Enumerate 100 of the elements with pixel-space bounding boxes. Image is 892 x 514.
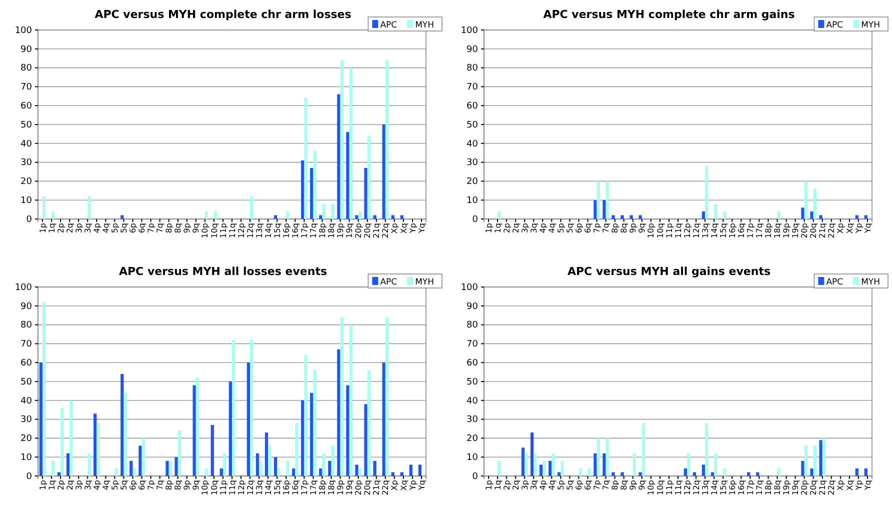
bar <box>524 453 528 476</box>
bar <box>714 204 718 219</box>
x-tick-label: 3p <box>74 480 84 490</box>
bar <box>521 448 525 476</box>
x-tick-label: 5q <box>566 223 575 234</box>
bar <box>391 472 394 476</box>
legend-label: MYH <box>415 20 434 30</box>
bar <box>855 215 858 219</box>
bar <box>204 468 208 476</box>
bar <box>367 136 371 219</box>
x-tick-label: 19p <box>336 223 346 238</box>
x-tick-label: 9p <box>182 223 192 234</box>
bar <box>382 362 386 476</box>
bar <box>638 215 642 219</box>
x-tick-label: 1q <box>47 480 56 490</box>
bar <box>268 446 272 476</box>
y-tick-label: 40 <box>466 396 478 406</box>
x-tick-label: 17p <box>746 480 755 496</box>
x-tick-label: 6p <box>574 223 584 234</box>
bar <box>274 215 278 219</box>
y-tick-label: 30 <box>20 158 32 168</box>
y-tick-label: 20 <box>466 177 478 188</box>
y-tick-label: 40 <box>466 139 478 150</box>
bar <box>684 468 688 476</box>
x-tick-label: 12p <box>682 223 692 238</box>
x-tick-label: 16q <box>736 223 746 238</box>
bar <box>714 453 718 476</box>
bar <box>364 404 368 476</box>
bar <box>250 196 254 219</box>
bar <box>594 200 597 219</box>
bar <box>66 453 70 476</box>
x-tick-label: 11p <box>664 223 674 238</box>
x-tick-label: 5q <box>566 480 575 490</box>
y-tick-label: 40 <box>20 139 32 150</box>
bar <box>777 468 780 476</box>
x-tick-label: 3p <box>74 223 84 234</box>
bar <box>346 132 350 219</box>
bar <box>602 200 606 219</box>
x-tick-label: 9q <box>192 480 201 490</box>
bar <box>349 324 352 476</box>
bar <box>804 446 808 476</box>
x-tick-label: 22q <box>827 223 836 238</box>
y-tick-label: 50 <box>466 377 478 388</box>
x-tick-label: 15q <box>272 480 282 496</box>
x-tick-label: Yp <box>408 480 418 491</box>
x-tick-label: 8p <box>164 480 174 490</box>
x-tick-label: 16q <box>736 480 746 496</box>
bar <box>642 423 646 476</box>
y-tick-label: 90 <box>466 302 478 312</box>
x-tick-label: 8p <box>610 223 620 234</box>
x-tick-label: 21q <box>818 480 828 496</box>
x-tick-label: 8q <box>174 223 183 234</box>
bar <box>130 460 133 476</box>
y-tick-label: 50 <box>466 120 478 130</box>
bar <box>560 460 564 476</box>
x-tick-label: 9q <box>638 223 647 234</box>
x-tick-label: 7q <box>156 223 165 234</box>
y-tick-label: 50 <box>20 377 32 388</box>
x-tick-label: 20q <box>809 223 818 238</box>
x-tick-label: 3q <box>529 480 538 490</box>
x-tick-label: 2p <box>56 223 66 234</box>
x-tick-label: 5q <box>120 223 129 234</box>
y-tick-label: 40 <box>20 396 32 406</box>
x-tick-label: 14q <box>264 480 273 496</box>
x-tick-label: 5p <box>110 480 120 490</box>
bar <box>328 460 332 476</box>
bar <box>723 468 726 476</box>
x-tick-label: 13q <box>700 223 710 238</box>
bar <box>192 385 196 476</box>
bar <box>687 453 690 476</box>
x-tick-label: 5p <box>110 223 120 234</box>
x-tick-label: 4p <box>92 480 102 490</box>
y-tick-label: 80 <box>466 64 478 74</box>
x-tick-label: 2p <box>56 480 66 490</box>
x-tick-label: 7q <box>602 480 611 490</box>
y-tick-label: 80 <box>466 320 478 331</box>
x-tick-label: 1p <box>38 480 48 490</box>
x-tick-label: 19p <box>782 480 792 496</box>
x-tick-label: Xq <box>845 480 854 491</box>
y-tick-label: 10 <box>20 452 32 463</box>
bar <box>168 460 172 476</box>
bar <box>400 472 404 476</box>
y-tick-label: 60 <box>20 358 32 368</box>
x-tick-label: Xp <box>836 223 846 234</box>
x-tick-label: 3p <box>520 480 530 490</box>
y-tick-label: 10 <box>466 196 478 206</box>
legend-label: MYH <box>861 278 880 288</box>
x-tick-label: 1q <box>493 480 502 490</box>
x-tick-label: 4q <box>101 480 110 490</box>
x-tick-label: 17q <box>309 223 318 238</box>
y-tick-label: 10 <box>20 196 32 206</box>
x-tick-label: 17q <box>755 480 764 496</box>
x-tick-label: 18p <box>764 480 774 496</box>
bar <box>801 208 804 219</box>
bar <box>385 317 389 476</box>
y-tick-label: 60 <box>466 358 478 368</box>
x-tick-label: 9p <box>628 223 638 234</box>
bar <box>88 453 91 476</box>
x-tick-label: 13q <box>254 480 264 496</box>
bar <box>632 453 636 476</box>
